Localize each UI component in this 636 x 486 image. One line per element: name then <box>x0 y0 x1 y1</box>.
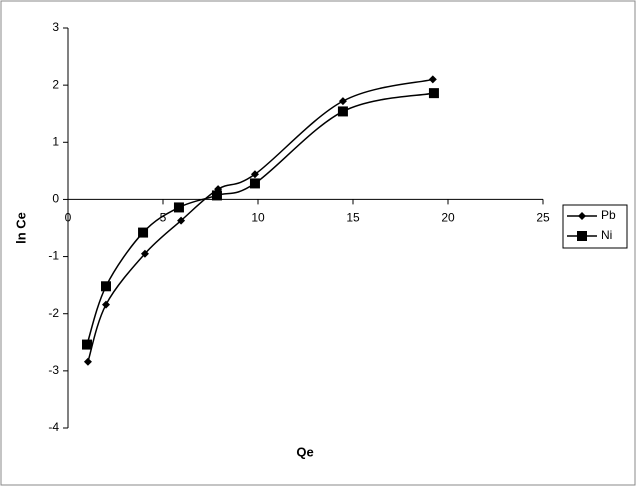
y-tick-label: -3 <box>48 363 59 377</box>
marker <box>102 300 110 309</box>
y-tick-label: -4 <box>48 420 59 434</box>
marker <box>578 212 586 220</box>
x-tick-label: 10 <box>251 211 265 225</box>
x-tick-label: 20 <box>441 211 455 225</box>
marker <box>428 88 439 99</box>
marker <box>250 170 259 179</box>
legend-label: Pb <box>601 208 616 222</box>
marker <box>338 97 347 106</box>
y-tick-label: 3 <box>52 20 59 34</box>
marker <box>138 227 149 238</box>
marker <box>101 281 111 292</box>
x-tick-label: 15 <box>346 211 360 225</box>
x-tick-label: 0 <box>65 211 72 225</box>
y-tick-label: 1 <box>52 134 59 148</box>
marker <box>140 249 149 258</box>
x-tick-label: 25 <box>536 211 550 225</box>
x-axis-label: Qe <box>296 444 313 459</box>
marker <box>173 202 184 213</box>
marker <box>82 339 92 350</box>
marker <box>337 106 348 117</box>
legend-box <box>562 204 628 249</box>
y-tick-label: -2 <box>48 306 59 320</box>
x-tick-label: 5 <box>160 211 167 225</box>
y-tick-label: 2 <box>52 77 59 91</box>
marker <box>428 75 437 84</box>
marker <box>83 357 92 366</box>
marker <box>211 190 222 201</box>
marker <box>177 216 186 225</box>
legend-label: Ni <box>601 228 612 242</box>
marker <box>249 178 260 189</box>
marker <box>577 231 587 241</box>
y-tick-label: -1 <box>48 249 59 263</box>
y-axis-label: ln Ce <box>13 212 28 244</box>
y-tick-label: 0 <box>52 192 59 206</box>
